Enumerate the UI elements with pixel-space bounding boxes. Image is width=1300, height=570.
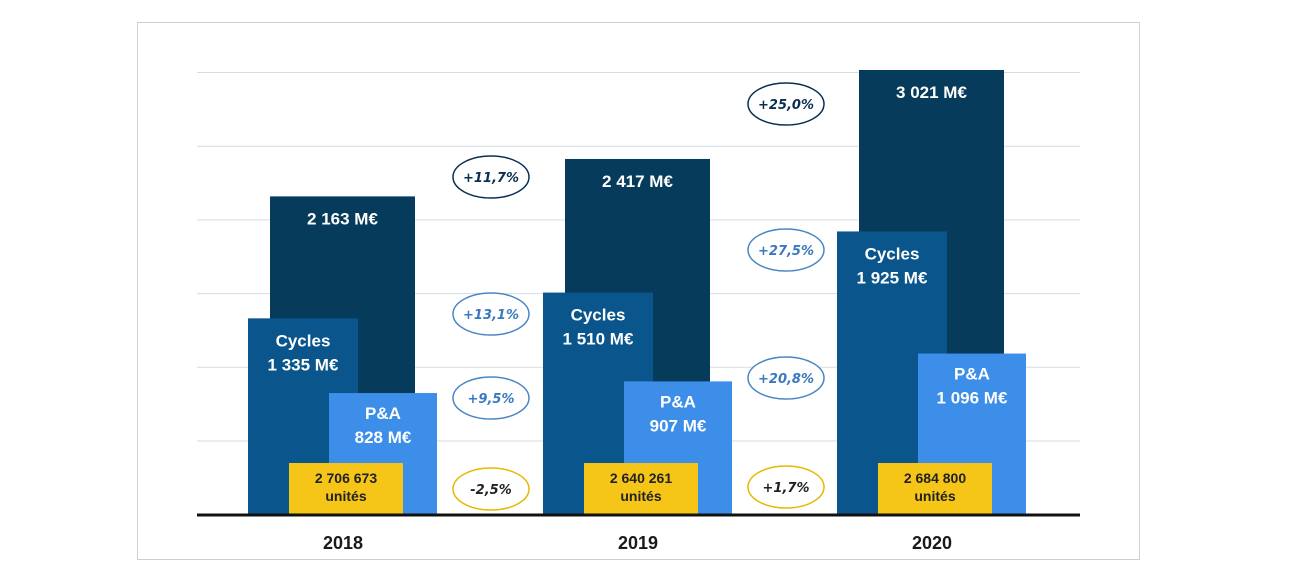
- units-value-2020: 2 684 800: [904, 470, 966, 486]
- bar-pa-value-2020: 1 096 M€: [937, 389, 1008, 408]
- growth-oval-pa-2019: [452, 376, 530, 420]
- growth-label-cycles-2019: +13,1%: [463, 308, 519, 323]
- growth-oval-units-2019: [452, 467, 530, 511]
- growth-oval-units-2020: [747, 465, 825, 509]
- units-unit-2019: unités: [620, 488, 661, 504]
- growth-label-pa-2019: +9,5%: [468, 392, 515, 407]
- growth-oval-pa-2020: [747, 356, 825, 400]
- bar-pa-value-2018: 828 M€: [355, 428, 412, 447]
- growth-oval-cycles-2020: [747, 228, 825, 272]
- units-box-2020: [878, 463, 992, 515]
- growth-label-units-2019: -2,5%: [470, 483, 511, 498]
- growth-label-cycles-2020: +27,5%: [758, 244, 814, 259]
- bar-pa-value-2019: 907 M€: [650, 416, 707, 435]
- bar-cycles-name-2020: Cycles: [865, 244, 920, 263]
- bar-pa-name-2020: P&A: [954, 365, 990, 384]
- growth-oval-cycles-2019: [452, 292, 530, 336]
- year-label-2019: 2019: [618, 533, 658, 553]
- bar-pa-name-2018: P&A: [365, 404, 401, 423]
- growth-label-total-2019: +11,7%: [463, 171, 519, 186]
- units-value-2019: 2 640 261: [610, 470, 672, 486]
- growth-label-pa-2020: +20,8%: [758, 372, 814, 387]
- growth-label-units-2020: +1,7%: [763, 481, 810, 496]
- bar-cycles-value-2018: 1 335 M€: [268, 355, 339, 374]
- units-value-2018: 2 706 673: [315, 470, 377, 486]
- bar-pa-name-2019: P&A: [660, 392, 696, 411]
- units-box-2019: [584, 463, 698, 515]
- bar-total-label-2020: 3 021 M€: [896, 83, 967, 102]
- bar-cycles-name-2018: Cycles: [276, 331, 331, 350]
- bar-cycles-value-2020: 1 925 M€: [857, 268, 928, 287]
- bar-cycles-name-2019: Cycles: [571, 306, 626, 325]
- growth-oval-total-2020: [747, 82, 825, 126]
- year-label-2018: 2018: [323, 533, 363, 553]
- units-unit-2018: unités: [325, 488, 366, 504]
- bar-cycles-value-2019: 1 510 M€: [563, 330, 634, 349]
- units-unit-2020: unités: [914, 488, 955, 504]
- units-box-2018: [289, 463, 403, 515]
- year-label-2020: 2020: [912, 533, 952, 553]
- growth-label-total-2020: +25,0%: [758, 98, 814, 113]
- growth-oval-total-2019: [452, 155, 530, 199]
- bar-total-label-2019: 2 417 M€: [602, 172, 673, 191]
- bar-total-label-2018: 2 163 M€: [307, 209, 378, 228]
